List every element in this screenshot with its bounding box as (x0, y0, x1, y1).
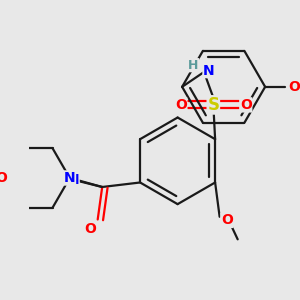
Text: O: O (288, 80, 300, 94)
Text: O: O (0, 171, 7, 185)
Text: O: O (221, 213, 233, 227)
Text: N: N (64, 171, 76, 185)
Text: N: N (68, 173, 79, 187)
Text: O: O (175, 98, 187, 112)
Text: O: O (85, 221, 96, 236)
Text: S: S (207, 96, 219, 114)
Text: O: O (240, 98, 252, 112)
Text: H: H (188, 59, 199, 72)
Text: N: N (203, 64, 214, 78)
